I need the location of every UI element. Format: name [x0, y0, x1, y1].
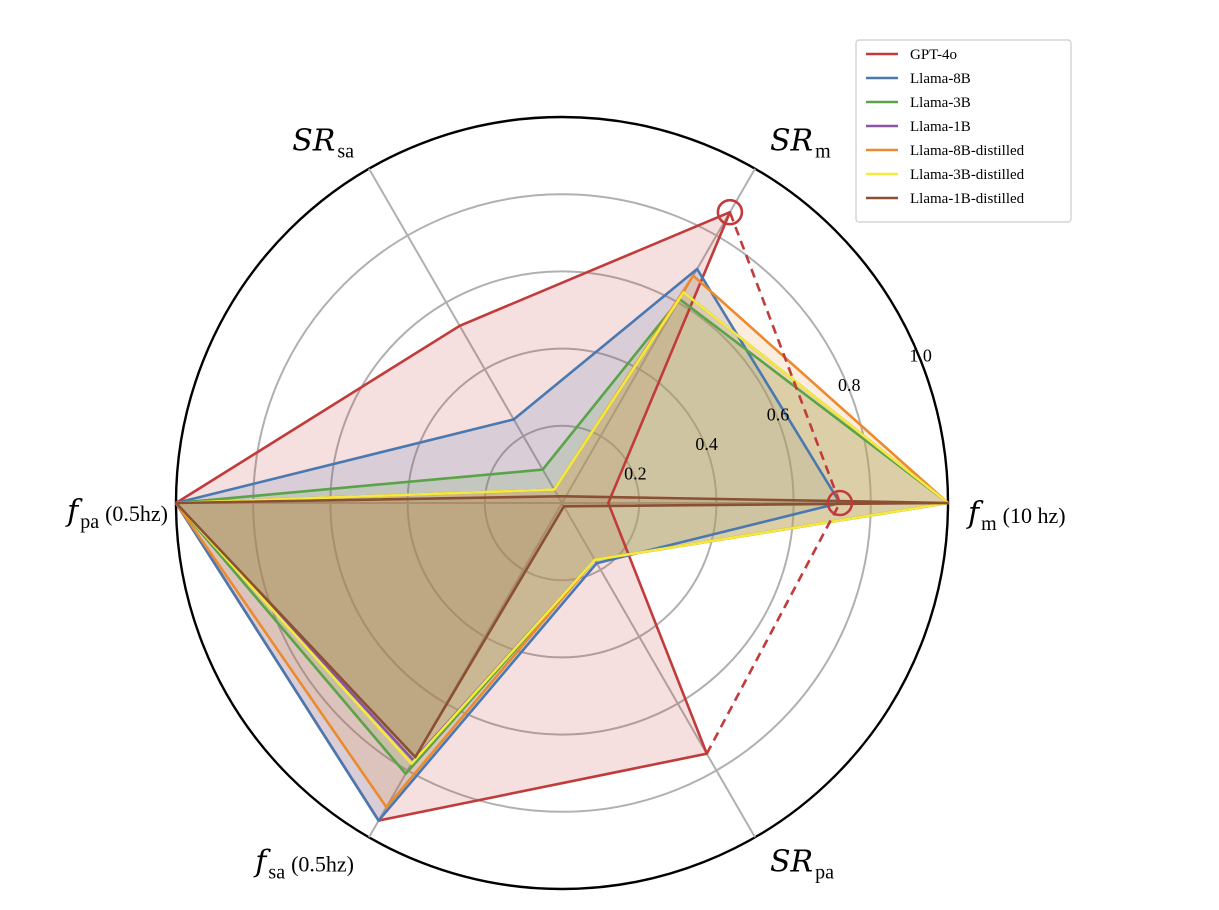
axis-label-SRpa: SR pa: [770, 844, 834, 883]
series-lines: [174, 210, 950, 822]
legend-label: Llama-1B: [910, 119, 971, 135]
legend-label: Llama-8B: [910, 71, 971, 87]
legend-label: Llama-3B: [910, 95, 971, 111]
series-fill-llama-1b: [176, 292, 948, 761]
legend-item-llama-1b-distilled: Llama-1B-distilled: [866, 191, 1025, 207]
axis-label-SRm: SR m: [770, 124, 831, 163]
highlight-dashed-gpt-4o: [705, 211, 842, 755]
legend-item-llama-8b: Llama-8B: [866, 71, 971, 87]
axis-spoke: [561, 168, 756, 504]
legend-item-llama-3b-distilled: Llama-3B-distilled: [866, 167, 1025, 183]
series-fills: [176, 212, 948, 821]
legend-label: Llama-8B-distilled: [910, 143, 1025, 159]
legend-frame: [855, 39, 1072, 223]
legend-item-llama-8b-distilled: Llama-8B-distilled: [866, 143, 1025, 159]
legend-item-gpt-4o: GPT-4o: [866, 47, 957, 63]
legend: GPT-4o Llama-8B Llama-3B Llama-1B Llama-8B-d…: [855, 39, 1072, 223]
axis-label-SRsa: SR sa: [292, 124, 354, 163]
axis-label-fm: f m (10 hz): [966, 496, 1066, 535]
radial-tick-label: 0.6: [767, 404, 790, 424]
axis-label-fsa: f sa (0.5hz): [253, 844, 354, 883]
radial-tick-label: 0.4: [695, 434, 718, 454]
series-fill-llama-8b-distilled: [176, 275, 948, 808]
series-fill-llama-3b-distilled: [176, 292, 948, 764]
legend-label: GPT-4o: [910, 47, 957, 63]
legend-item-llama-1b: Llama-1B: [866, 119, 971, 135]
highlight-marker-gpt-4o: [826, 489, 854, 517]
axis-spoke: [368, 168, 563, 504]
legend-label: Llama-3B-distilled: [910, 167, 1025, 183]
highlight-marker-gpt-4o: [716, 198, 744, 226]
radial-tick-labels: 0.2 0.4 0.6 0.8 1.0: [624, 345, 932, 483]
radial-tick-label: 0.8: [838, 375, 861, 395]
series-fill-llama-3b: [176, 299, 948, 774]
series-line-llama-1b-distilled: [174, 494, 950, 759]
radial-tick-label: 0.2: [624, 463, 647, 483]
legend-item-llama-3b: Llama-3B: [866, 95, 971, 111]
highlight-markers: [705, 198, 854, 755]
axis-label-fpa: f pa (0.5hz): [65, 494, 168, 533]
legend-label: Llama-1B-distilled: [910, 191, 1025, 207]
radial-tick-label: 1.0: [909, 345, 932, 365]
series-fill-llama-1b-distilled: [176, 496, 948, 758]
series-fill-gpt-4o: [176, 212, 730, 821]
